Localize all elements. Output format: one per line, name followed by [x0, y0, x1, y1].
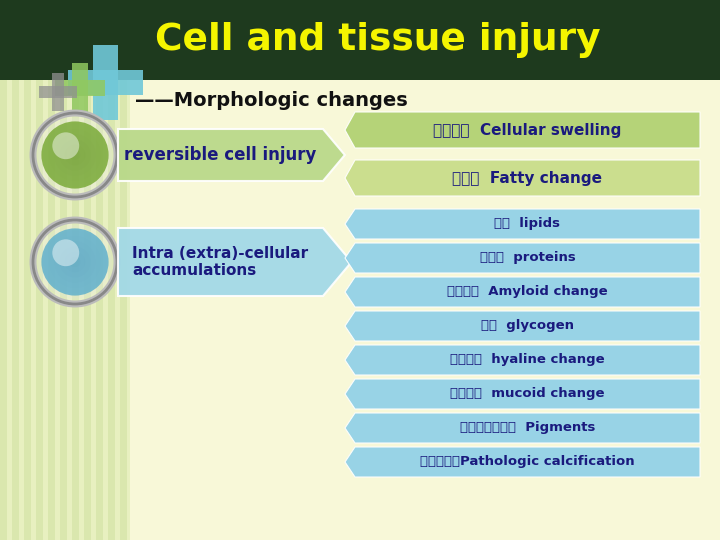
- Circle shape: [65, 252, 86, 273]
- Polygon shape: [345, 160, 700, 196]
- Circle shape: [49, 129, 102, 181]
- Circle shape: [33, 113, 117, 197]
- Text: Intra (extra)-cellular
accumulations: Intra (extra)-cellular accumulations: [132, 246, 309, 278]
- Circle shape: [54, 134, 96, 176]
- Circle shape: [43, 231, 107, 294]
- Polygon shape: [345, 112, 700, 148]
- Circle shape: [42, 122, 109, 188]
- Bar: [39, 86, 77, 98]
- Circle shape: [53, 132, 79, 159]
- Text: 病理性色素沉着  Pigments: 病理性色素沉着 Pigments: [460, 422, 595, 435]
- Bar: [68, 70, 143, 94]
- Bar: [60, 80, 67, 540]
- Bar: [48, 80, 55, 540]
- Text: ——Morphologic changes: ——Morphologic changes: [135, 91, 408, 110]
- Text: 玻璃样变  hyaline change: 玻璃样变 hyaline change: [450, 354, 605, 367]
- Circle shape: [38, 118, 112, 192]
- Bar: [92, 44, 117, 119]
- Text: 脂质  lipids: 脂质 lipids: [495, 218, 560, 231]
- Circle shape: [49, 236, 102, 288]
- Bar: [120, 80, 127, 540]
- Bar: [24, 80, 31, 540]
- Text: Cell and tissue injury: Cell and tissue injury: [155, 22, 600, 58]
- Text: reversible cell injury: reversible cell injury: [125, 146, 317, 164]
- Bar: [96, 80, 103, 540]
- Polygon shape: [345, 209, 700, 239]
- Polygon shape: [345, 345, 700, 375]
- Circle shape: [42, 228, 109, 295]
- Circle shape: [33, 220, 117, 304]
- Bar: [72, 63, 89, 113]
- Text: 糖原  glycogen: 糖原 glycogen: [481, 320, 574, 333]
- Text: 蛋白质  proteins: 蛋白质 proteins: [480, 252, 575, 265]
- Bar: [130, 80, 720, 540]
- Bar: [0, 0, 720, 80]
- Text: 细胞肿胀  Cellular swelling: 细胞肿胀 Cellular swelling: [433, 123, 621, 138]
- Circle shape: [54, 241, 96, 283]
- Bar: [12, 80, 19, 540]
- Polygon shape: [345, 243, 700, 273]
- Circle shape: [43, 124, 107, 186]
- Polygon shape: [345, 277, 700, 307]
- Circle shape: [70, 256, 80, 267]
- Circle shape: [38, 225, 112, 299]
- Circle shape: [59, 246, 91, 278]
- Bar: [84, 80, 91, 540]
- Polygon shape: [345, 379, 700, 409]
- Bar: [108, 80, 115, 540]
- Bar: [0, 80, 7, 540]
- Text: 脂肪变  Fatty change: 脂肪变 Fatty change: [452, 171, 603, 186]
- Circle shape: [59, 139, 91, 171]
- Bar: [36, 80, 43, 540]
- Bar: [0, 80, 130, 540]
- Bar: [72, 80, 79, 540]
- Text: 黏液样变  mucoid change: 黏液样变 mucoid change: [450, 388, 605, 401]
- Circle shape: [65, 145, 86, 165]
- Text: 病理性钒化Pathologic calcification: 病理性钒化Pathologic calcification: [420, 456, 635, 469]
- Circle shape: [53, 239, 79, 266]
- Circle shape: [70, 150, 80, 160]
- Polygon shape: [345, 447, 700, 477]
- Polygon shape: [118, 228, 351, 296]
- Polygon shape: [345, 311, 700, 341]
- Polygon shape: [345, 413, 700, 443]
- Bar: [52, 73, 64, 111]
- Text: 淠粉样变  Amyloid change: 淠粉样变 Amyloid change: [447, 286, 608, 299]
- Polygon shape: [118, 129, 345, 181]
- Bar: [55, 80, 105, 96]
